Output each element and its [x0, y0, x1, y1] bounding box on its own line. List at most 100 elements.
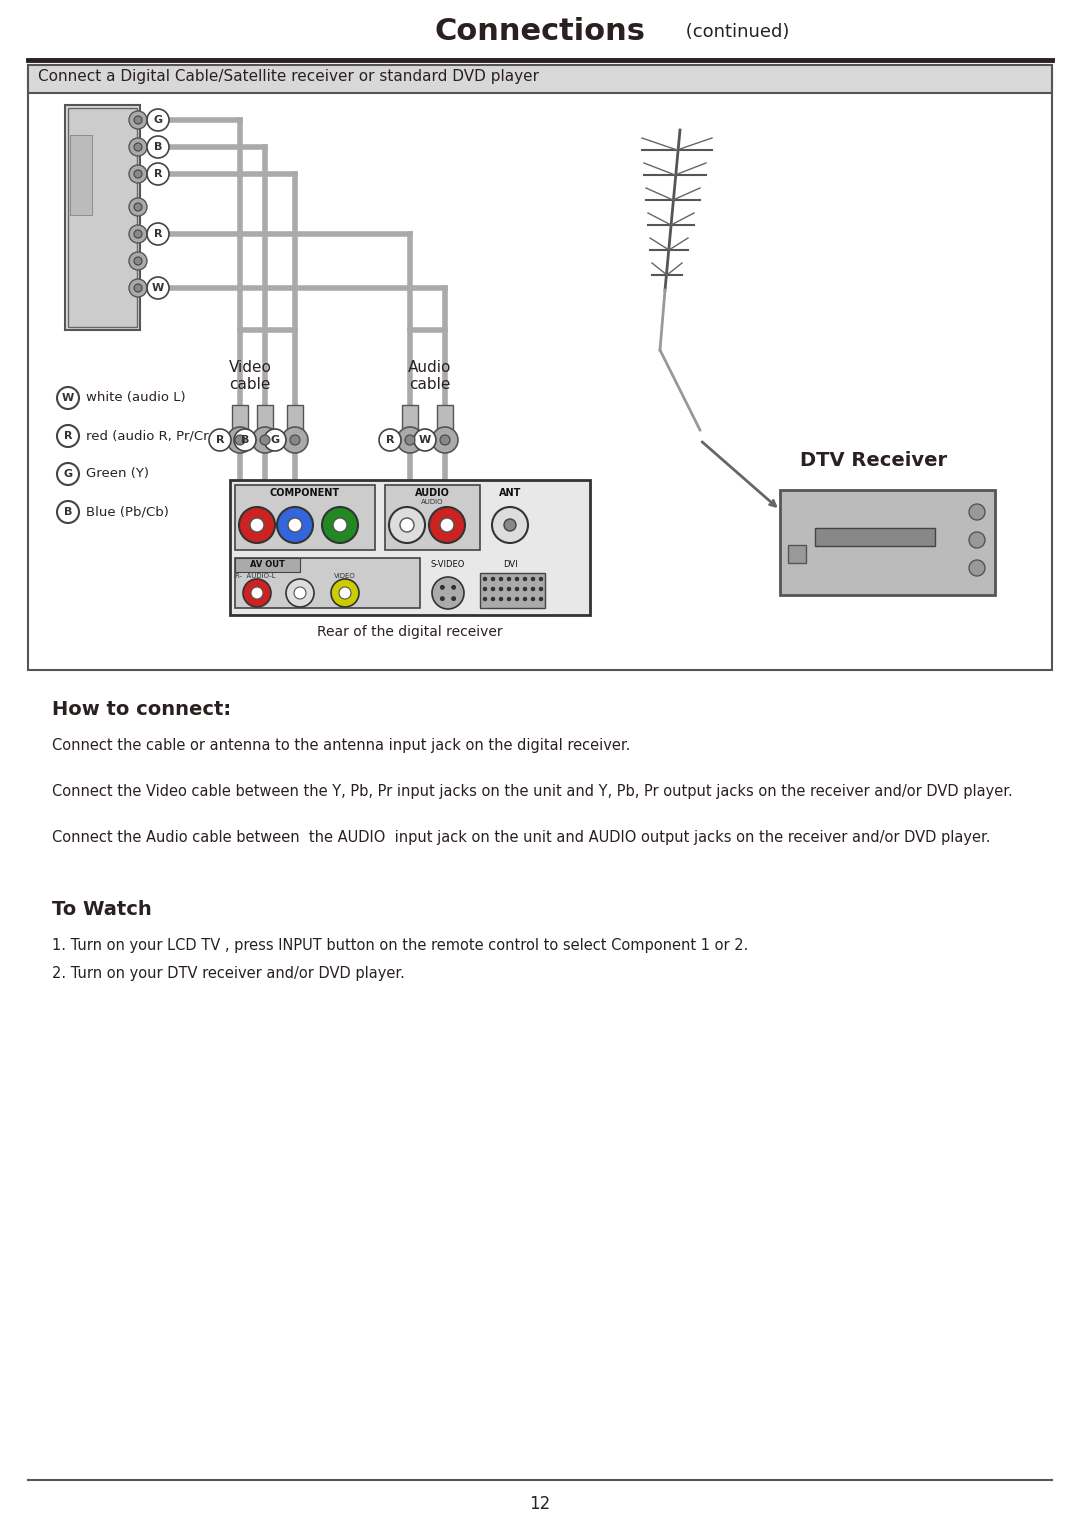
Circle shape — [499, 596, 503, 601]
Circle shape — [483, 596, 487, 601]
Bar — [384, 485, 480, 551]
Text: W: W — [152, 284, 164, 293]
Circle shape — [243, 580, 271, 607]
Circle shape — [523, 576, 527, 581]
Circle shape — [129, 165, 147, 183]
Circle shape — [333, 518, 347, 532]
Circle shape — [379, 429, 401, 451]
Circle shape — [400, 518, 414, 532]
Circle shape — [397, 427, 423, 453]
Text: AUDIO: AUDIO — [415, 488, 449, 499]
Circle shape — [515, 596, 519, 601]
Bar — [68, 108, 137, 326]
Bar — [437, 406, 453, 435]
Bar — [815, 528, 935, 546]
Circle shape — [539, 587, 543, 592]
Circle shape — [134, 258, 141, 265]
Circle shape — [57, 464, 79, 485]
Circle shape — [504, 518, 516, 531]
Circle shape — [322, 506, 357, 543]
Text: To Watch: To Watch — [52, 900, 152, 920]
Circle shape — [147, 136, 168, 159]
Circle shape — [260, 435, 270, 445]
Circle shape — [507, 576, 511, 581]
Circle shape — [969, 503, 985, 520]
Circle shape — [491, 587, 495, 592]
Circle shape — [483, 587, 487, 592]
Circle shape — [282, 427, 308, 453]
Bar — [780, 490, 995, 595]
Bar — [28, 66, 1052, 669]
Circle shape — [210, 429, 231, 451]
Circle shape — [507, 596, 511, 601]
Circle shape — [129, 252, 147, 270]
Bar — [287, 406, 303, 435]
Text: R: R — [153, 169, 162, 178]
Text: DTV Receiver: DTV Receiver — [800, 451, 947, 470]
Circle shape — [440, 435, 450, 445]
Circle shape — [531, 587, 535, 592]
Text: 1. Turn on your LCD TV , press INPUT button on the remote control to select Comp: 1. Turn on your LCD TV , press INPUT but… — [52, 938, 748, 953]
Circle shape — [129, 198, 147, 217]
Text: R: R — [216, 435, 225, 445]
Circle shape — [147, 278, 168, 299]
Text: Connections: Connections — [434, 17, 646, 46]
Circle shape — [523, 587, 527, 592]
Circle shape — [294, 587, 306, 599]
Circle shape — [288, 518, 302, 532]
Circle shape — [492, 506, 528, 543]
Circle shape — [499, 576, 503, 581]
Circle shape — [227, 427, 253, 453]
Circle shape — [441, 586, 444, 589]
Circle shape — [441, 596, 444, 601]
Circle shape — [432, 427, 458, 453]
Text: Video
cable: Video cable — [229, 360, 271, 392]
Circle shape — [134, 230, 141, 238]
Circle shape — [539, 576, 543, 581]
Circle shape — [234, 429, 256, 451]
Text: R: R — [153, 229, 162, 239]
Circle shape — [147, 108, 168, 131]
Circle shape — [330, 580, 359, 607]
Bar — [788, 544, 806, 563]
Circle shape — [129, 111, 147, 130]
Text: R: R — [64, 432, 72, 441]
Circle shape — [57, 502, 79, 523]
Circle shape — [286, 580, 314, 607]
Text: Connect the Video cable between the Y, Pb, Pr input jacks on the unit and Y, Pb,: Connect the Video cable between the Y, P… — [52, 784, 1013, 799]
Bar — [28, 66, 1052, 93]
Text: VIDEO: VIDEO — [334, 573, 356, 580]
Circle shape — [531, 576, 535, 581]
Text: How to connect:: How to connect: — [52, 700, 231, 718]
Text: COMPONENT: COMPONENT — [270, 488, 340, 499]
Bar — [65, 105, 140, 329]
Text: Connect the cable or antenna to the antenna input jack on the digital receiver.: Connect the cable or antenna to the ante… — [52, 738, 631, 753]
Circle shape — [515, 576, 519, 581]
Circle shape — [491, 596, 495, 601]
Circle shape — [239, 506, 275, 543]
Circle shape — [969, 532, 985, 547]
Circle shape — [539, 596, 543, 601]
Bar — [232, 406, 248, 435]
Circle shape — [515, 587, 519, 592]
Circle shape — [523, 596, 527, 601]
Text: G: G — [153, 114, 163, 125]
Bar — [480, 573, 545, 608]
Circle shape — [235, 435, 245, 445]
Text: (continued): (continued) — [680, 23, 789, 41]
Circle shape — [440, 518, 454, 532]
Bar — [257, 406, 273, 435]
Circle shape — [249, 518, 264, 532]
Text: Connect the Audio cable between  the AUDIO  input jack on the unit and AUDIO out: Connect the Audio cable between the AUDI… — [52, 830, 990, 845]
Text: G: G — [270, 435, 280, 445]
Text: red (audio R, Pr/Cr ): red (audio R, Pr/Cr ) — [86, 430, 218, 442]
Text: 2. Turn on your DTV receiver and/or DVD player.: 2. Turn on your DTV receiver and/or DVD … — [52, 965, 405, 981]
Circle shape — [251, 587, 264, 599]
Circle shape — [134, 143, 141, 151]
Text: R-  AUDIO-L: R- AUDIO-L — [234, 573, 275, 580]
Text: B: B — [153, 142, 162, 152]
Circle shape — [147, 223, 168, 246]
Circle shape — [531, 596, 535, 601]
Circle shape — [134, 169, 141, 178]
Text: ANT: ANT — [499, 488, 522, 499]
